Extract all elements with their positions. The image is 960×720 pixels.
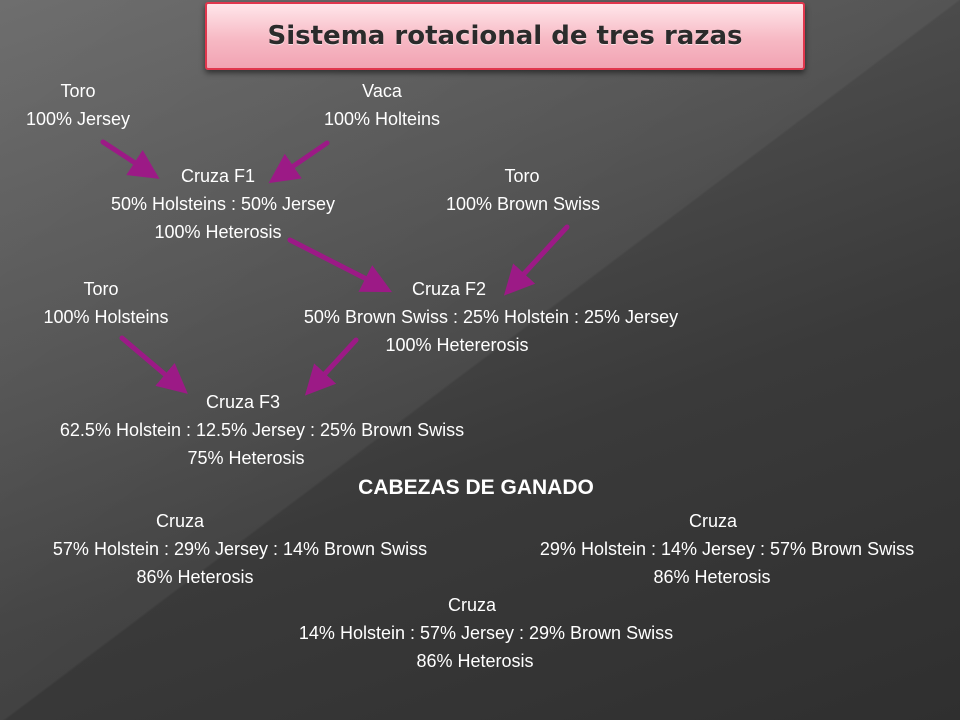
f3-heterosis: 75% Heterosis xyxy=(187,448,305,468)
cabezas-1-heterosis: 86% Heterosis xyxy=(136,567,254,587)
toro2-label: Toro xyxy=(504,166,540,186)
toro2-breed: 100% Brown Swiss xyxy=(445,194,601,214)
vaca-label: Vaca xyxy=(362,81,402,101)
f3-composition: 62.5% Holstein : 12.5% Jersey : 25% Brow… xyxy=(59,420,465,440)
f1-label: Cruza F1 xyxy=(180,166,256,186)
f3-label: Cruza F3 xyxy=(205,392,281,412)
f2-heterosis: 100% Hetererosis xyxy=(385,335,529,355)
toro1-label: Toro xyxy=(60,81,96,101)
arrow-icon xyxy=(268,140,330,184)
title-banner: Sistema rotacional de tres razas xyxy=(205,2,805,70)
arrow-icon xyxy=(119,335,188,394)
cabezas-2-heterosis: 86% Heterosis xyxy=(653,567,771,587)
cabezas-1-label: Cruza xyxy=(155,511,205,531)
toro3-breed: 100% Holsteins xyxy=(43,307,169,327)
f2-label: Cruza F2 xyxy=(411,279,487,299)
f2-composition: 50% Brown Swiss : 25% Holstein : 25% Jer… xyxy=(303,307,679,327)
f1-heterosis: 100% Heterosis xyxy=(154,222,282,242)
cabezas-3-composition: 14% Holstein : 57% Jersey : 29% Brown Sw… xyxy=(298,623,674,643)
cabezas-3-heterosis: 86% Heterosis xyxy=(416,651,534,671)
cabezas-2-composition: 29% Holstein : 14% Jersey : 57% Brown Sw… xyxy=(539,539,915,559)
arrow-icon xyxy=(503,224,570,296)
arrow-icon xyxy=(304,337,359,396)
cabezas-3-label: Cruza xyxy=(447,595,497,615)
toro3-label: Toro xyxy=(83,279,119,299)
cabezas-1-composition: 57% Holstein : 29% Jersey : 14% Brown Sw… xyxy=(52,539,428,559)
cabezas-2-label: Cruza xyxy=(688,511,738,531)
f1-composition: 50% Holsteins : 50% Jersey xyxy=(110,194,336,214)
arrow-icon xyxy=(287,237,393,293)
arrow-icon xyxy=(100,139,160,179)
page-title: Sistema rotacional de tres razas xyxy=(267,21,743,51)
toro1-breed: 100% Jersey xyxy=(25,109,131,129)
cabezas-heading: CABEZAS DE GANADO xyxy=(358,476,594,499)
vaca-breed: 100% Holteins xyxy=(323,109,441,129)
